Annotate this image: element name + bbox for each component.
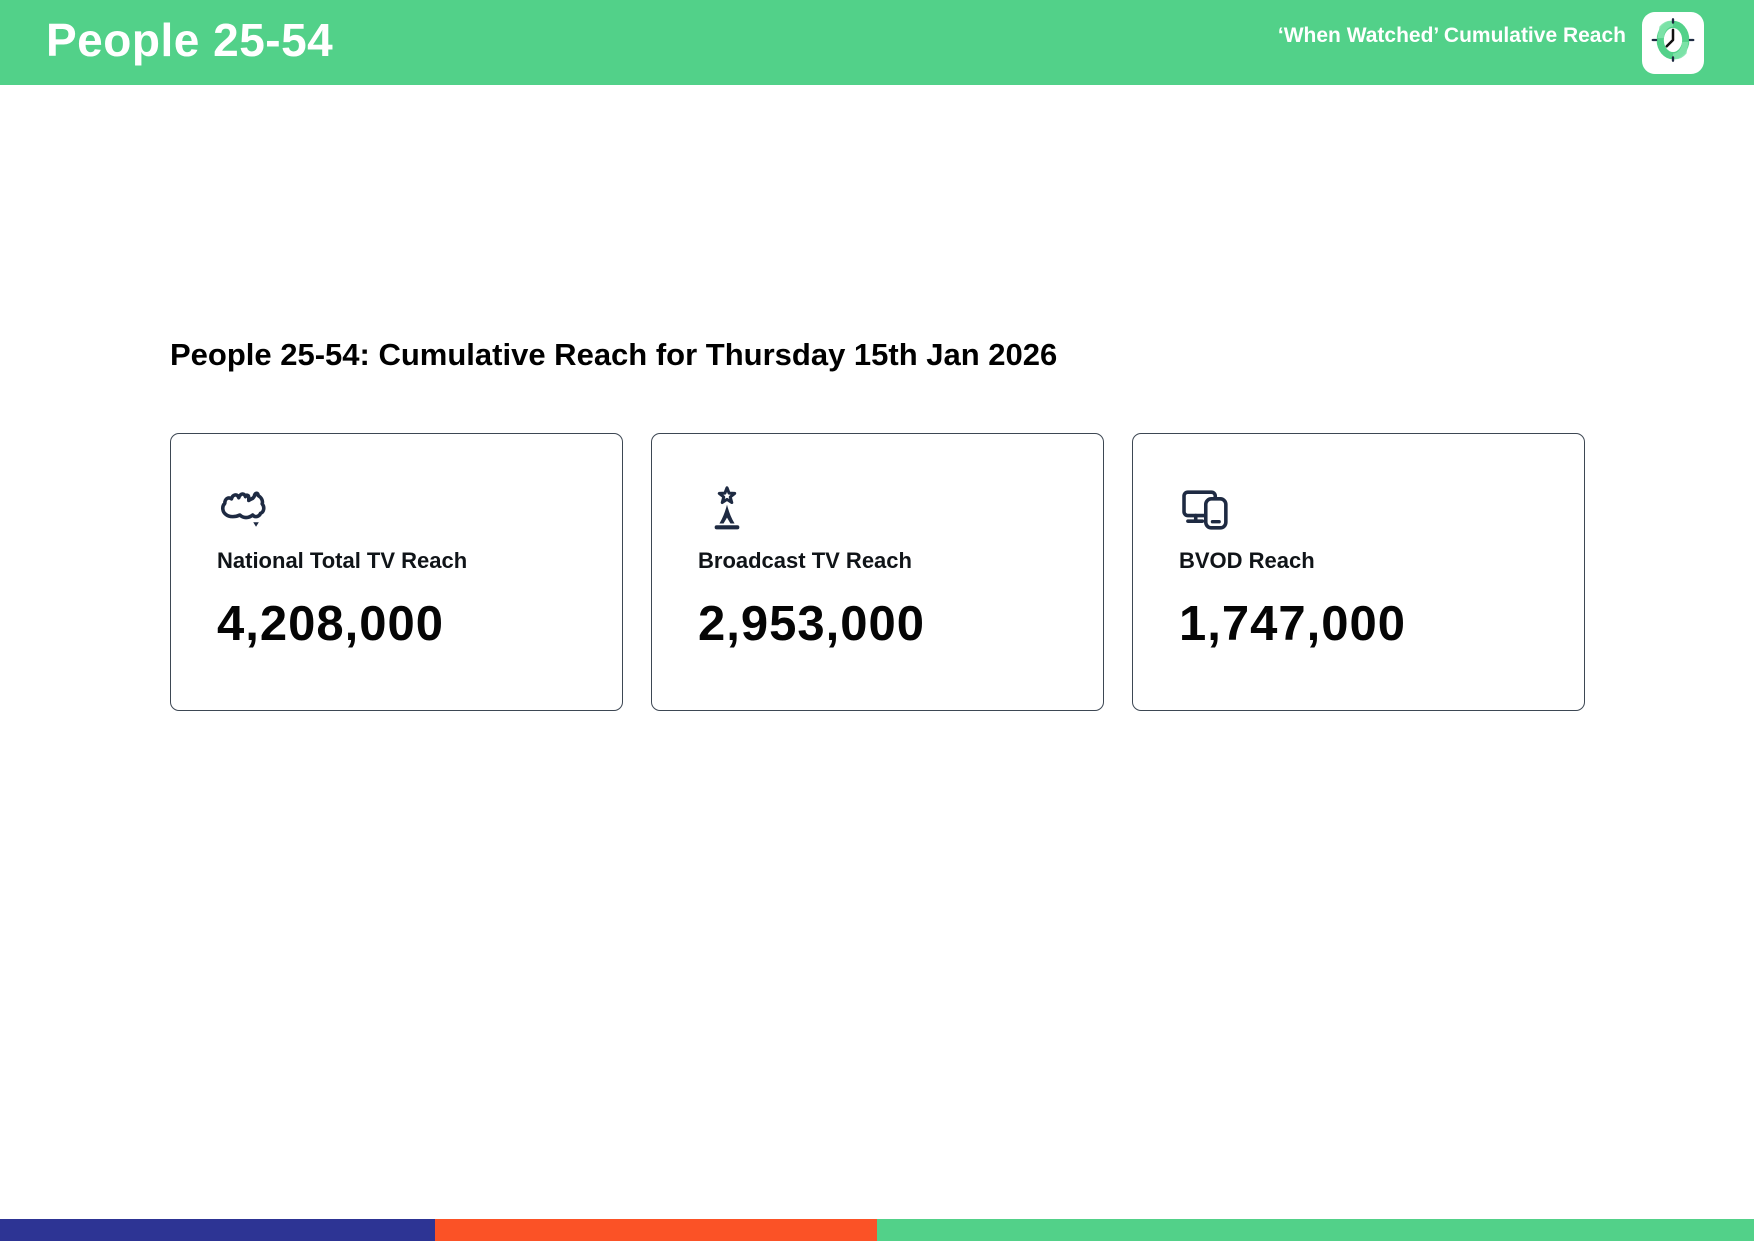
clock-badge [1642, 11, 1704, 74]
footer-segment-orange [434, 1219, 877, 1241]
card-value: 4,208,000 [217, 597, 444, 651]
footer-segment-green [876, 1219, 1754, 1241]
kpi-cards-row: National Total TV Reach 4,208,000 Broadc… [170, 433, 1754, 711]
card-label: National Total TV Reach [217, 548, 468, 573]
footer-segment-navy [0, 1219, 435, 1241]
broadcast-tower-icon [698, 484, 1057, 538]
section-heading: People 25-54: Cumulative Reach for Thurs… [170, 337, 1058, 372]
card-national-total-tv-reach: National Total TV Reach 4,208,000 [170, 433, 623, 711]
clock-icon [1646, 13, 1700, 72]
card-broadcast-tv-reach: Broadcast TV Reach 2,953,000 [651, 433, 1104, 711]
page-title: People 25-54 [46, 13, 334, 66]
card-bvod-reach: BVOD Reach 1,747,000 [1132, 433, 1585, 711]
card-label: Broadcast TV Reach [698, 548, 912, 573]
tv-and-mobile-devices-icon [1179, 484, 1538, 538]
card-value: 1,747,000 [1179, 597, 1406, 651]
australia-map-icon [217, 484, 576, 538]
header-subtitle: ‘When Watched’ Cumulative Reach [1277, 23, 1626, 47]
footer-color-stripe [0, 1219, 1754, 1241]
main-content: People 25-54: Cumulative Reach for Thurs… [0, 85, 1754, 711]
card-value: 2,953,000 [698, 597, 925, 651]
header-bar: People 25-54 ‘When Watched’ Cumulative R… [0, 0, 1754, 85]
header-right-group: ‘When Watched’ Cumulative Reach [1277, 11, 1704, 74]
card-label: BVOD Reach [1179, 548, 1315, 573]
